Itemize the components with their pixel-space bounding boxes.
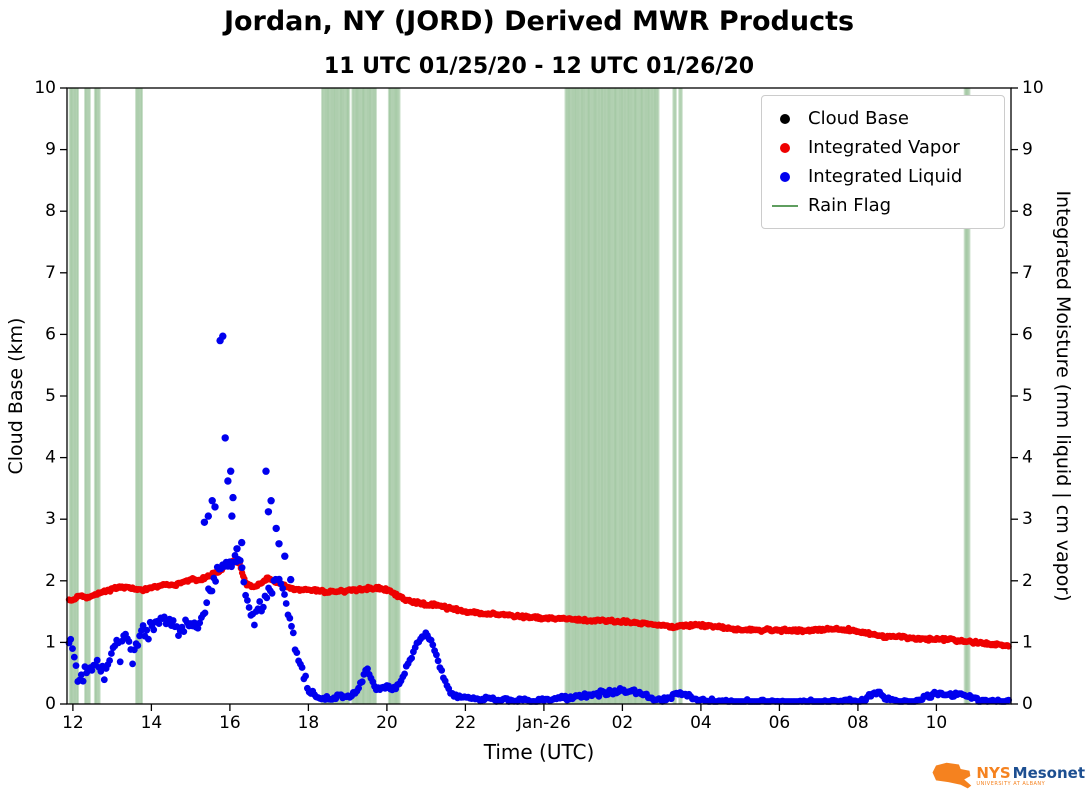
legend-label: Cloud Base	[808, 108, 909, 129]
x-tick-label: 16	[219, 713, 241, 733]
x-tick-label: 10	[926, 713, 948, 733]
x-tick-label: 04	[690, 713, 712, 733]
chart-subtitle: 11 UTC 01/25/20 - 12 UTC 01/26/20	[323, 54, 755, 79]
x-tick-label: 18	[298, 713, 320, 733]
mesonet-logo: NYS Mesonet UNIVERSITY AT ALBANY	[929, 758, 1085, 794]
axes: 12 14 16 18 20 22 Jan-26 02 04 06 08 10012345678910…	[34, 78, 1043, 733]
y-left-tick-label: 5	[45, 386, 56, 406]
legend-item-integrated-liquid: Integrated Liquid	[768, 162, 998, 191]
y-left-tick-label: 2	[45, 571, 56, 591]
legend-label: Rain Flag	[808, 195, 892, 216]
y-left-tick-label: 4	[45, 448, 56, 468]
legend-item-rain-flag: Rain Flag	[768, 191, 998, 220]
y-left-tick-label: 1	[45, 632, 56, 652]
x-tick-label: 06	[769, 713, 791, 733]
legend-item-integrated-vapor: Integrated Vapor	[768, 133, 998, 162]
integrated-vapor-marker-icon	[768, 142, 802, 153]
x-tick-label: Jan-26	[516, 713, 571, 733]
y-left-tick-label: 3	[45, 509, 56, 529]
y-right-tick-label: 6	[1022, 324, 1033, 344]
legend-label: Integrated Vapor	[808, 137, 960, 158]
logo-line1: NYS Mesonet	[976, 763, 1085, 782]
logo-text: NYS Mesonet UNIVERSITY AT ALBANY	[976, 763, 1085, 787]
cloud-base-marker-icon	[768, 113, 802, 124]
x-tick-label: 22	[455, 713, 477, 733]
y-right-tick-label: 9	[1022, 140, 1033, 160]
y-axis-label-right: Integrated Moisture (mm liquid | cm vapo…	[1052, 190, 1074, 602]
y-right-tick-label: 8	[1022, 201, 1033, 221]
x-tick-label: 08	[847, 713, 869, 733]
logo-nys-text: NYS	[976, 763, 1011, 782]
y-left-tick-label: 10	[34, 78, 56, 98]
legend: Cloud Base Integrated Vapor Integrated Liq…	[761, 95, 1005, 229]
y-left-tick-label: 9	[45, 140, 56, 160]
integrated-liquid-series	[65, 332, 1012, 705]
y-right-tick-label: 3	[1022, 509, 1033, 529]
y-right-tick-label: 1	[1022, 632, 1033, 652]
rain-flag-bands	[68, 88, 971, 704]
y-right-tick-label: 10	[1022, 78, 1044, 98]
chart-title: Jordan, NY (JORD) Derived MWR Products	[223, 6, 855, 37]
integrated-liquid-marker-icon	[768, 171, 802, 182]
x-tick-label: 02	[612, 713, 634, 733]
y-right-tick-label: 0	[1022, 694, 1033, 714]
x-tick-label: 12	[62, 713, 84, 733]
y-left-tick-label: 0	[45, 694, 56, 714]
legend-item-cloud-base: Cloud Base	[768, 104, 998, 133]
y-left-tick-label: 6	[45, 324, 56, 344]
y-right-tick-label: 2	[1022, 571, 1033, 591]
y-left-tick-label: 7	[45, 263, 56, 283]
x-tick-label: 14	[141, 713, 163, 733]
legend-label: Integrated Liquid	[808, 166, 963, 187]
y-right-tick-label: 4	[1022, 448, 1033, 468]
y-axis-label-left: Cloud Base (km)	[5, 317, 27, 475]
logo-tagline: UNIVERSITY AT ALBANY	[976, 780, 1046, 787]
x-axis-label: Time (UTC)	[483, 740, 595, 764]
y-left-tick-label: 8	[45, 201, 56, 221]
logo-mesonet-text: Mesonet	[1012, 763, 1085, 782]
rain-flag-marker-icon	[768, 204, 802, 207]
x-tick-label: 20	[376, 713, 398, 733]
y-right-tick-label: 7	[1022, 263, 1033, 283]
ny-state-icon	[932, 762, 972, 789]
y-right-tick-label: 5	[1022, 386, 1033, 406]
